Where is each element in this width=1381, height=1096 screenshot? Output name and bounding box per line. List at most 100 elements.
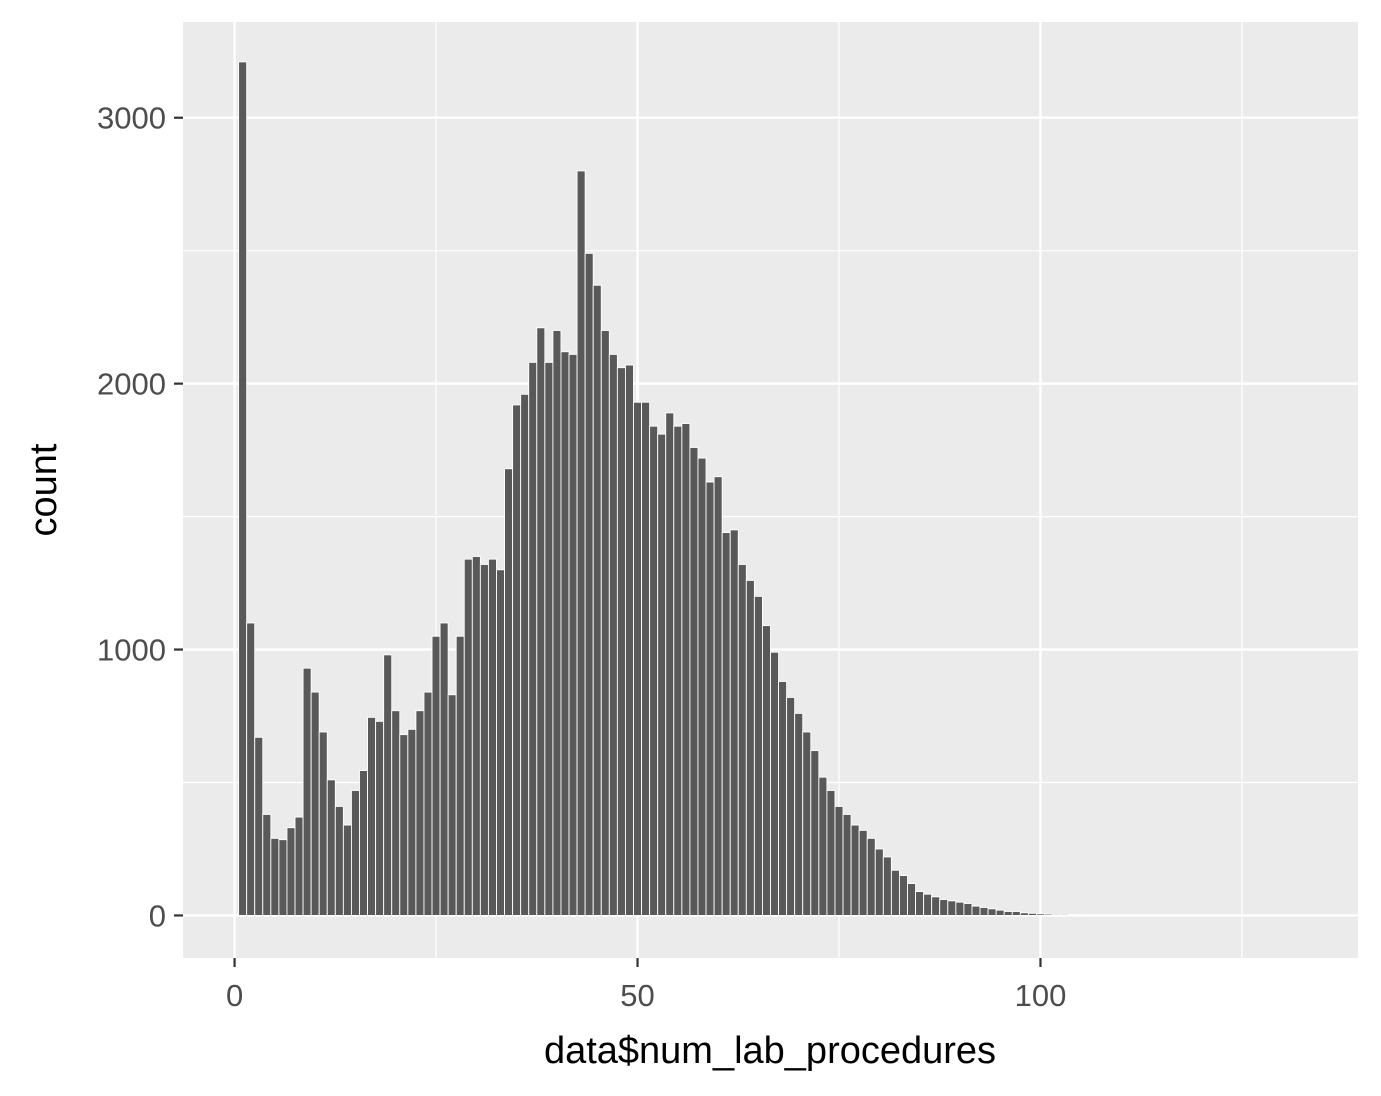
histogram-bar <box>592 284 602 916</box>
histogram-bar <box>907 883 917 916</box>
histogram-bar <box>971 905 981 916</box>
histogram-bar <box>697 457 707 916</box>
histogram-bar <box>802 731 812 916</box>
histogram-bar <box>1044 913 1054 916</box>
histogram-bar <box>1108 914 1118 916</box>
histogram-bar <box>391 710 401 916</box>
histogram-bar <box>890 869 900 916</box>
x-axis: 0 50 100 <box>226 958 1066 1013</box>
histogram-bar <box>721 532 731 916</box>
histogram-bar <box>318 731 328 916</box>
histogram-bar <box>520 393 530 916</box>
histogram-bar <box>713 476 723 916</box>
histogram-bar <box>657 433 667 916</box>
histogram-bar <box>544 361 554 916</box>
histogram-bar <box>729 529 739 916</box>
histogram-bar <box>995 909 1005 916</box>
histogram-bar <box>826 790 836 916</box>
histogram-bar <box>737 564 747 916</box>
histogram-bar <box>641 401 651 916</box>
histogram-bar <box>270 837 280 916</box>
histogram-bar <box>238 61 248 916</box>
histogram-bar <box>858 829 868 916</box>
histogram-bar <box>794 712 804 916</box>
histogram-bar <box>842 813 852 916</box>
histogram-bar <box>1084 914 1094 916</box>
x-axis-title: data$num_lab_procedures <box>544 1030 996 1072</box>
histogram-bar <box>399 734 409 916</box>
histogram-bar <box>608 353 618 916</box>
histogram-bar <box>1148 914 1158 917</box>
y-tick-label: 2000 <box>97 367 166 402</box>
histogram-bar <box>689 447 699 916</box>
histogram-bar <box>302 667 312 916</box>
histogram-bar <box>431 635 441 916</box>
histogram-bar <box>455 635 465 916</box>
y-axis: 0 1000 2000 3000 <box>97 101 183 933</box>
histogram-bar <box>882 856 892 916</box>
histogram-bar <box>504 468 514 916</box>
histogram-bar <box>463 558 473 916</box>
histogram-bar <box>439 622 449 916</box>
histogram-bar <box>359 770 369 916</box>
histogram-bar <box>600 330 610 916</box>
histogram-bar <box>1092 914 1102 916</box>
histogram-bar <box>246 622 256 916</box>
histogram-bar <box>931 896 941 916</box>
histogram-bar <box>342 824 352 916</box>
histogram-bar <box>923 893 933 916</box>
bars <box>238 61 1158 917</box>
histogram-bar <box>415 710 425 916</box>
histogram-bar <box>496 569 506 916</box>
histogram-bar <box>1132 914 1142 917</box>
histogram-bar <box>576 170 586 916</box>
histogram-bar <box>383 654 393 916</box>
histogram-bar <box>512 404 522 916</box>
histogram-bar <box>898 875 908 916</box>
histogram-bar <box>616 367 626 916</box>
histogram-bar <box>278 839 288 916</box>
histogram-bar <box>915 891 925 916</box>
histogram-bar <box>552 330 562 916</box>
x-tick-label: 0 <box>226 978 243 1013</box>
histogram-bar <box>1052 913 1062 916</box>
histogram-bar <box>1027 912 1037 916</box>
histogram-bar <box>963 903 973 916</box>
histogram-bar <box>1011 911 1021 916</box>
histogram-bar <box>447 694 457 916</box>
histogram-bar <box>866 837 876 916</box>
histogram-bar <box>334 805 344 916</box>
y-tick-label: 1000 <box>97 633 166 668</box>
histogram-bar <box>560 351 570 916</box>
histogram-bar <box>753 595 763 916</box>
histogram-bar <box>987 908 997 916</box>
histogram-bar <box>810 750 820 916</box>
x-tick-label: 50 <box>620 978 654 1013</box>
histogram-bar <box>407 728 417 916</box>
histogram-bar <box>1060 913 1070 916</box>
histogram-bar <box>367 716 377 916</box>
x-tick-label: 100 <box>1015 978 1067 1013</box>
histogram-bar <box>834 805 844 916</box>
histogram-bar <box>1116 914 1126 917</box>
histogram-bar <box>568 353 578 916</box>
histogram-bar <box>423 691 433 916</box>
histogram-bar <box>761 625 771 916</box>
histogram-bar <box>254 736 264 916</box>
histogram-bar <box>1019 912 1029 916</box>
histogram-bar <box>375 720 385 916</box>
histogram-bar <box>1035 913 1045 916</box>
histogram-bar <box>778 681 788 916</box>
histogram-bar <box>786 696 796 916</box>
histogram-bar <box>1003 911 1013 916</box>
y-axis-title: count <box>23 443 65 536</box>
histogram-bar <box>471 556 481 916</box>
histogram-bar <box>1068 914 1078 916</box>
histogram-bar <box>536 327 546 916</box>
histogram-bar <box>326 779 336 916</box>
histogram-bar <box>624 364 634 916</box>
histogram-bar <box>947 900 957 916</box>
histogram-bar <box>1124 914 1134 917</box>
histogram-bar <box>633 401 643 916</box>
